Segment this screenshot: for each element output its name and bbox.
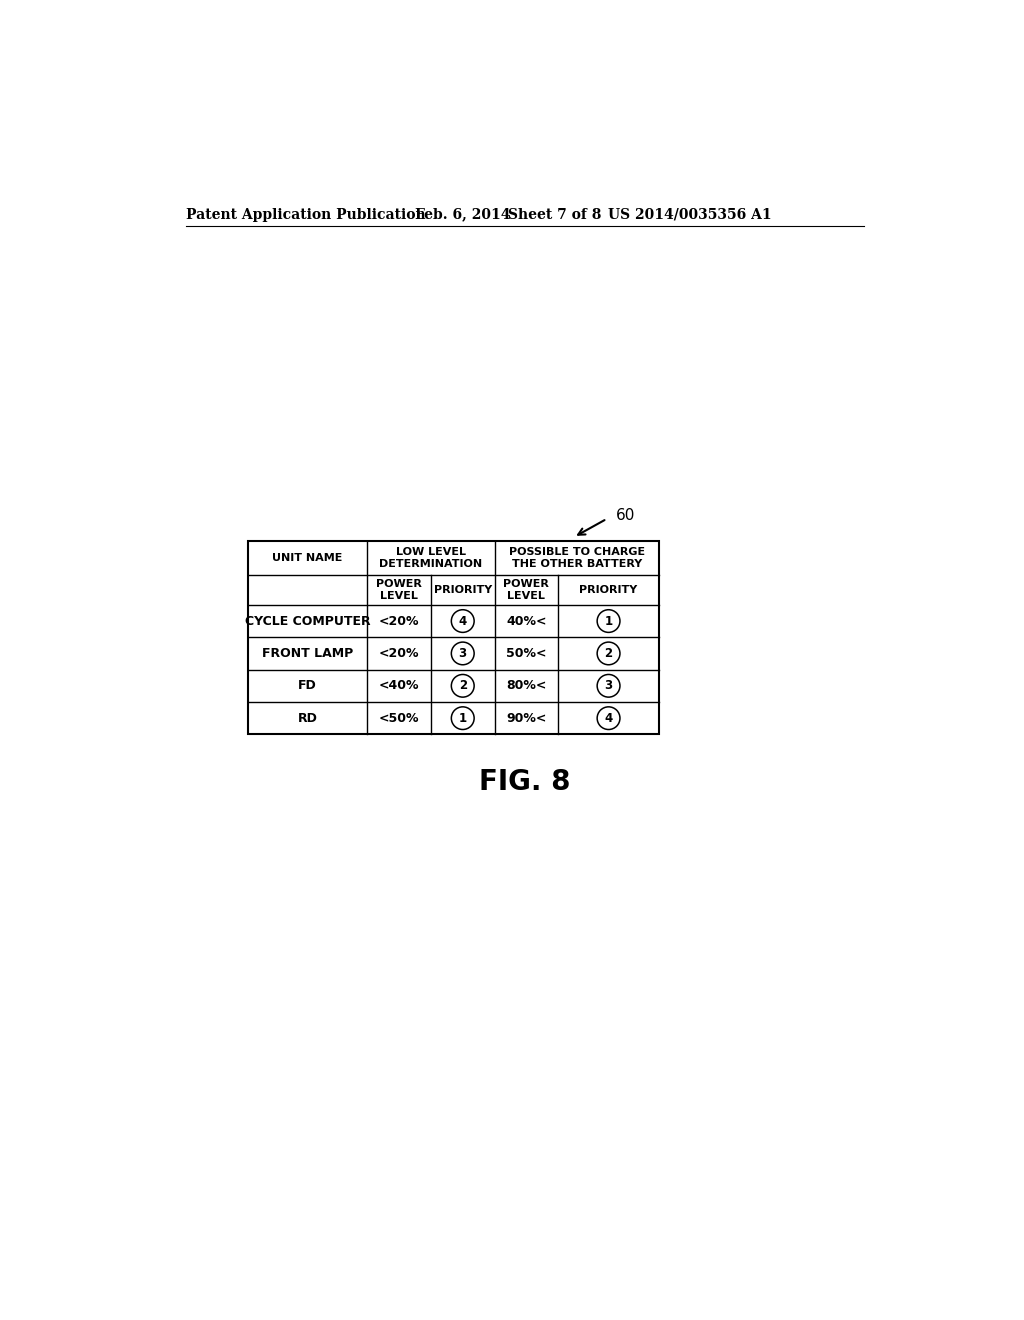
- Text: FIG. 8: FIG. 8: [479, 768, 570, 796]
- Text: POSSIBLE TO CHARGE
THE OTHER BATTERY: POSSIBLE TO CHARGE THE OTHER BATTERY: [509, 546, 645, 569]
- Text: RD: RD: [298, 711, 317, 725]
- Text: <20%: <20%: [379, 615, 419, 627]
- Text: POWER
LEVEL: POWER LEVEL: [376, 578, 422, 601]
- Text: 1: 1: [604, 615, 612, 627]
- Text: 40%<: 40%<: [506, 615, 547, 627]
- Text: 2: 2: [459, 680, 467, 692]
- Text: <40%: <40%: [379, 680, 419, 692]
- Text: 1: 1: [459, 711, 467, 725]
- Text: 2: 2: [604, 647, 612, 660]
- Text: <50%: <50%: [379, 711, 419, 725]
- Text: FD: FD: [298, 680, 317, 692]
- Text: 4: 4: [459, 615, 467, 627]
- Text: 4: 4: [604, 711, 612, 725]
- Text: PRIORITY: PRIORITY: [580, 585, 638, 595]
- Text: <20%: <20%: [379, 647, 419, 660]
- Text: 80%<: 80%<: [506, 680, 547, 692]
- Text: CYCLE COMPUTER: CYCLE COMPUTER: [245, 615, 371, 627]
- Text: 3: 3: [604, 680, 612, 692]
- Bar: [248, 541, 658, 734]
- Text: 90%<: 90%<: [506, 711, 547, 725]
- Text: 3: 3: [459, 647, 467, 660]
- Text: UNIT NAME: UNIT NAME: [272, 553, 343, 564]
- Text: 60: 60: [616, 508, 636, 523]
- Text: Feb. 6, 2014: Feb. 6, 2014: [415, 207, 510, 222]
- Text: PRIORITY: PRIORITY: [433, 585, 492, 595]
- Text: FRONT LAMP: FRONT LAMP: [262, 647, 353, 660]
- Text: Patent Application Publication: Patent Application Publication: [186, 207, 426, 222]
- Text: 50%<: 50%<: [506, 647, 547, 660]
- Text: Sheet 7 of 8: Sheet 7 of 8: [508, 207, 601, 222]
- Text: POWER
LEVEL: POWER LEVEL: [504, 578, 549, 601]
- Text: LOW LEVEL
DETERMINATION: LOW LEVEL DETERMINATION: [379, 546, 482, 569]
- Text: US 2014/0035356 A1: US 2014/0035356 A1: [608, 207, 772, 222]
